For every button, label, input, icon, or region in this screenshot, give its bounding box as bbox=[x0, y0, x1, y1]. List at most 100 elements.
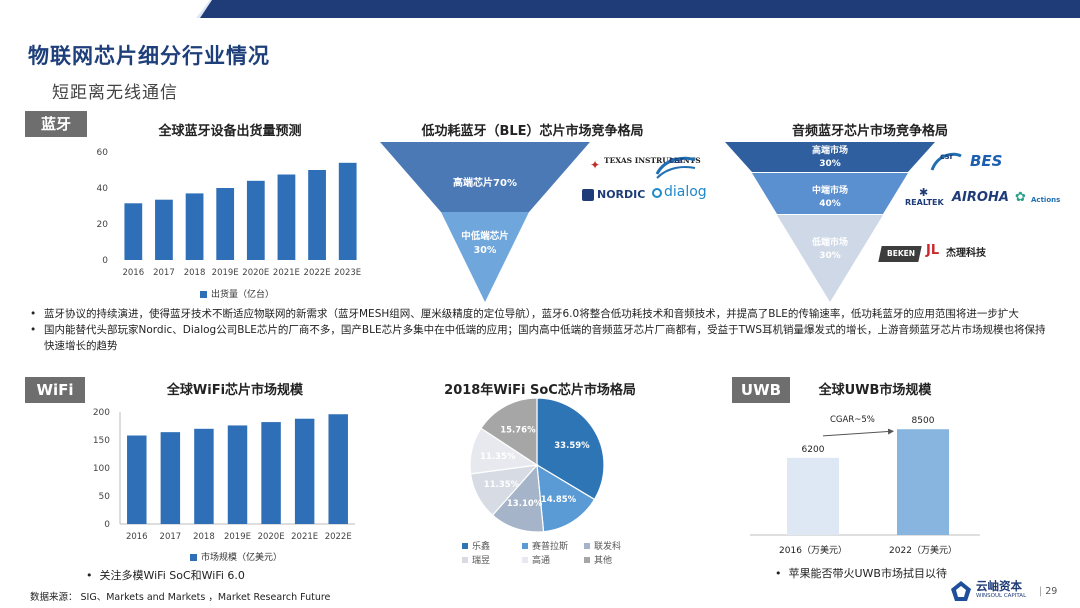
audio-high-block: 高端市场 30% bbox=[785, 145, 875, 171]
legend-label: 乐鑫 bbox=[472, 542, 491, 552]
bullet-icon: • bbox=[30, 308, 37, 320]
y-tick-label: 100 bbox=[93, 464, 110, 474]
pie-value-label: 33.59% bbox=[554, 441, 590, 451]
bar bbox=[160, 432, 181, 524]
actions-logo: ✿ Actions bbox=[1015, 188, 1061, 210]
ble-mid-segment bbox=[441, 212, 529, 302]
page-number-value: 29 bbox=[1045, 586, 1058, 597]
brand-cn: 云岫资本 bbox=[976, 579, 1022, 593]
audio-mid-segment bbox=[752, 173, 908, 214]
wifi-market-legend: 市场规模（亿美元） bbox=[190, 550, 282, 563]
airoha-logo: AIROHA bbox=[952, 190, 1009, 205]
realtek-logo: ✱ REALTEK bbox=[905, 186, 949, 210]
uwb-market-chart: 6200 2016（万美元） 8500 2022（万美元） CGAR~5% bbox=[750, 415, 980, 556]
beken-logo: BEKEN bbox=[878, 246, 922, 264]
ble-mid-block: 中低端芯片 30% bbox=[440, 230, 530, 258]
bar bbox=[308, 170, 326, 260]
ble-pyramid bbox=[380, 142, 590, 302]
cagr-arrow bbox=[822, 428, 894, 437]
y-tick-label: 150 bbox=[93, 436, 110, 446]
x-tick-label: 2022E bbox=[325, 532, 352, 542]
x-tick-label: 2019E bbox=[212, 268, 239, 278]
audio-low-block: 低端市场 30% bbox=[785, 237, 875, 263]
bt-shipments-legend: 出货量（亿台） bbox=[200, 287, 274, 300]
legend-label: 赛普拉斯 bbox=[532, 542, 569, 552]
uwb-note-text: 苹果能否带火UWB市场拭目以待 bbox=[788, 567, 947, 580]
wifi-market-title: 全球WiFi芯片市场规模 bbox=[166, 383, 304, 398]
wifi-soc-title: 2018年WiFi SoC芯片市场格局 bbox=[444, 383, 636, 398]
csr-logo-audio: csr bbox=[930, 150, 962, 176]
brand-logo: 云岫资本 WINSOUL CAPITAL bbox=[950, 578, 1034, 604]
csr-logo-text: csr bbox=[669, 156, 685, 166]
x-tick-label: 2022E bbox=[304, 268, 331, 278]
bar-value-label: 6200 bbox=[802, 445, 825, 455]
legend-label: 其他 bbox=[594, 556, 613, 566]
bar bbox=[155, 199, 173, 260]
x-tick-label: 2022（万美元） bbox=[889, 544, 957, 556]
x-tick-label: 2017 bbox=[153, 268, 175, 278]
nordic-logo-text: NORDIC bbox=[597, 188, 646, 201]
jieli-logo-text: 杰理科技 bbox=[946, 248, 986, 259]
ble-market-title: 低功耗蓝牙（BLE）芯片市场竞争格局 bbox=[421, 124, 644, 139]
jieli-mark-icon: JL bbox=[926, 243, 940, 258]
bes-logo: BES bbox=[970, 152, 1003, 170]
audio-market-title: 音频蓝牙芯片市场竞争格局 bbox=[791, 124, 948, 139]
wifi-legend-label: 市场规模（亿美元） bbox=[201, 553, 283, 563]
actions-logo-text: Actions bbox=[1031, 196, 1061, 204]
legend-row: 瑞昱 高通 其他 bbox=[462, 554, 642, 568]
x-tick-label: 2018 bbox=[184, 268, 206, 278]
dialog-mark-icon bbox=[652, 188, 662, 198]
ble-mid-label: 中低端芯片 bbox=[461, 231, 509, 242]
legend-label: 瑞昱 bbox=[472, 556, 491, 566]
y-tick-label: 0 bbox=[104, 520, 110, 530]
legend-item: 高通 bbox=[522, 554, 584, 568]
bar bbox=[328, 414, 348, 524]
audio-low-label: 低端市场 bbox=[811, 238, 848, 248]
nordic-logo: NORDIC bbox=[582, 187, 650, 205]
legend-swatch bbox=[200, 291, 207, 298]
ti-mark-icon: ✦ bbox=[590, 158, 601, 172]
csr-swoosh-icon bbox=[930, 152, 962, 171]
bar-value-label: 8500 bbox=[912, 416, 935, 426]
audio-mid-value: 40% bbox=[819, 199, 841, 209]
bar bbox=[124, 203, 143, 260]
legend-item: 赛普拉斯 bbox=[522, 540, 584, 554]
audio-low-value: 30% bbox=[819, 251, 841, 261]
audio-pyramid bbox=[725, 142, 935, 302]
bar bbox=[185, 193, 204, 260]
y-tick-label: 60 bbox=[97, 148, 109, 158]
actions-mark-icon: ✿ bbox=[1015, 190, 1026, 205]
realtek-crab-icon: ✱ bbox=[919, 186, 929, 199]
pie-slice bbox=[491, 463, 545, 533]
audio-mid-label: 中端市场 bbox=[811, 186, 848, 196]
texas-instruments-logo: ✦ TEXAS INSTRUMENTS bbox=[590, 156, 701, 180]
bt-note-text: 蓝牙协议的持续演进，使得蓝牙技术不断适应物联网的新需求（蓝牙MESH组网、厘米级… bbox=[44, 308, 1019, 320]
y-tick-label: 200 bbox=[93, 408, 110, 418]
uwb-tag: UWB bbox=[732, 377, 790, 403]
y-tick-label: 0 bbox=[102, 256, 108, 266]
legend-label: 高通 bbox=[532, 556, 551, 566]
pie-value-label: 13.10% bbox=[507, 499, 543, 509]
legend-label: 联发科 bbox=[594, 542, 622, 552]
x-tick-label: 2021E bbox=[273, 268, 300, 278]
audio-high-value: 30% bbox=[819, 159, 841, 169]
uwb-note: • 苹果能否带火UWB市场拭目以待 bbox=[775, 566, 947, 582]
page-number: | 29 bbox=[1039, 586, 1058, 597]
legend-item: 其他 bbox=[584, 554, 642, 568]
x-tick-label: 2023E bbox=[334, 268, 361, 278]
wifi-tag: WiFi bbox=[25, 377, 85, 403]
audio-low-segment bbox=[777, 215, 883, 302]
data-source: 数据来源： SIG、Markets and Markets ，Market Re… bbox=[30, 592, 331, 603]
legend-item: 乐鑫 bbox=[462, 540, 522, 554]
winsoul-mark-icon bbox=[951, 581, 971, 601]
bt-note-item: • 国内能替代头部玩家Nordic、Dialog公司BLE芯片的厂商不多，国产B… bbox=[30, 322, 1050, 354]
uwb-market-title: 全球UWB市场规模 bbox=[818, 383, 932, 398]
audio-high-label: 高端市场 bbox=[811, 146, 848, 156]
cagr-label: CGAR~5% bbox=[830, 415, 875, 425]
bullet-icon: • bbox=[775, 567, 789, 580]
pie-slice bbox=[536, 397, 605, 501]
bluetooth-tag: 蓝牙 bbox=[25, 111, 87, 137]
legend-row: 乐鑫 赛普拉斯 联发科 bbox=[462, 540, 642, 554]
brand-en: WINSOUL CAPITAL bbox=[976, 593, 1027, 599]
x-tick-label: 2020E bbox=[258, 532, 285, 542]
